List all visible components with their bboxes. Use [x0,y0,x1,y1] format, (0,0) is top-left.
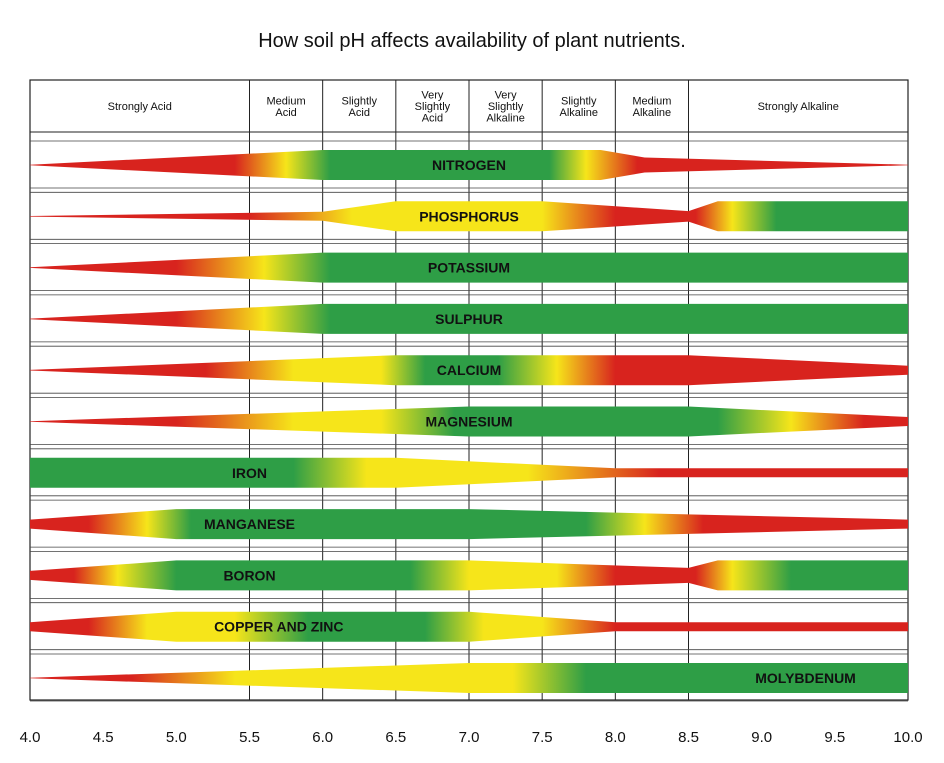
band-label-molybdenum: MOLYBDENUM [755,670,856,686]
band-label-phosphorus: PHOSPHORUS [419,208,519,224]
x-tick-label: 5.0 [166,729,187,746]
x-tick-label: 6.5 [385,729,406,746]
x-tick-label: 8.5 [678,729,699,746]
band-boron [30,560,908,591]
band-manganese [30,509,908,540]
x-tick-label: 7.0 [459,729,480,746]
band-label-potassium: POTASSIUM [428,260,510,276]
zone-label: Medium Alkaline [632,95,671,119]
x-tick-label: 9.0 [751,729,772,746]
band-sulphur [30,303,908,334]
band-label-nitrogen: NITROGEN [432,157,506,173]
band-label-manganese: MANGANESE [204,516,295,532]
band-label-boron: BORON [223,567,275,583]
band-label-copper-and-zinc: COPPER AND ZINC [214,619,343,635]
x-tick-label: 6.0 [312,729,333,746]
zone-label: Strongly Alkaline [758,101,839,113]
band-calcium [30,355,908,386]
band-label-sulphur: SULPHUR [435,311,503,327]
x-tick-label: 10.0 [893,729,922,746]
x-tick-label: 9.5 [824,729,845,746]
band-label-calcium: CALCIUM [437,362,502,378]
zone-label: Medium Acid [267,95,306,119]
zone-label: Slightly Acid [342,95,378,119]
x-tick-label: 4.5 [93,729,114,746]
band-potassium [30,252,908,283]
x-tick-label: 8.0 [605,729,626,746]
band-label-iron: IRON [232,465,267,481]
band-copper-and-zinc [30,611,908,642]
band-magnesium [30,406,908,437]
band-molybdenum [30,663,908,693]
x-tick-label: 4.0 [20,729,41,746]
band-label-magnesium: MAGNESIUM [425,414,512,430]
x-tick-label: 7.5 [532,729,553,746]
band-iron [30,457,908,488]
zone-label: Very Slightly Alkaline [486,90,525,125]
chart-title: How soil pH affects availability of plan… [258,30,686,52]
zone-label: Slightly Alkaline [559,95,598,119]
band-nitrogen [30,150,908,180]
zone-label: Very Slightly Acid [415,90,451,125]
band-phosphorus [30,201,908,232]
zone-label: Strongly Acid [108,101,172,113]
x-tick-label: 5.5 [239,729,260,746]
